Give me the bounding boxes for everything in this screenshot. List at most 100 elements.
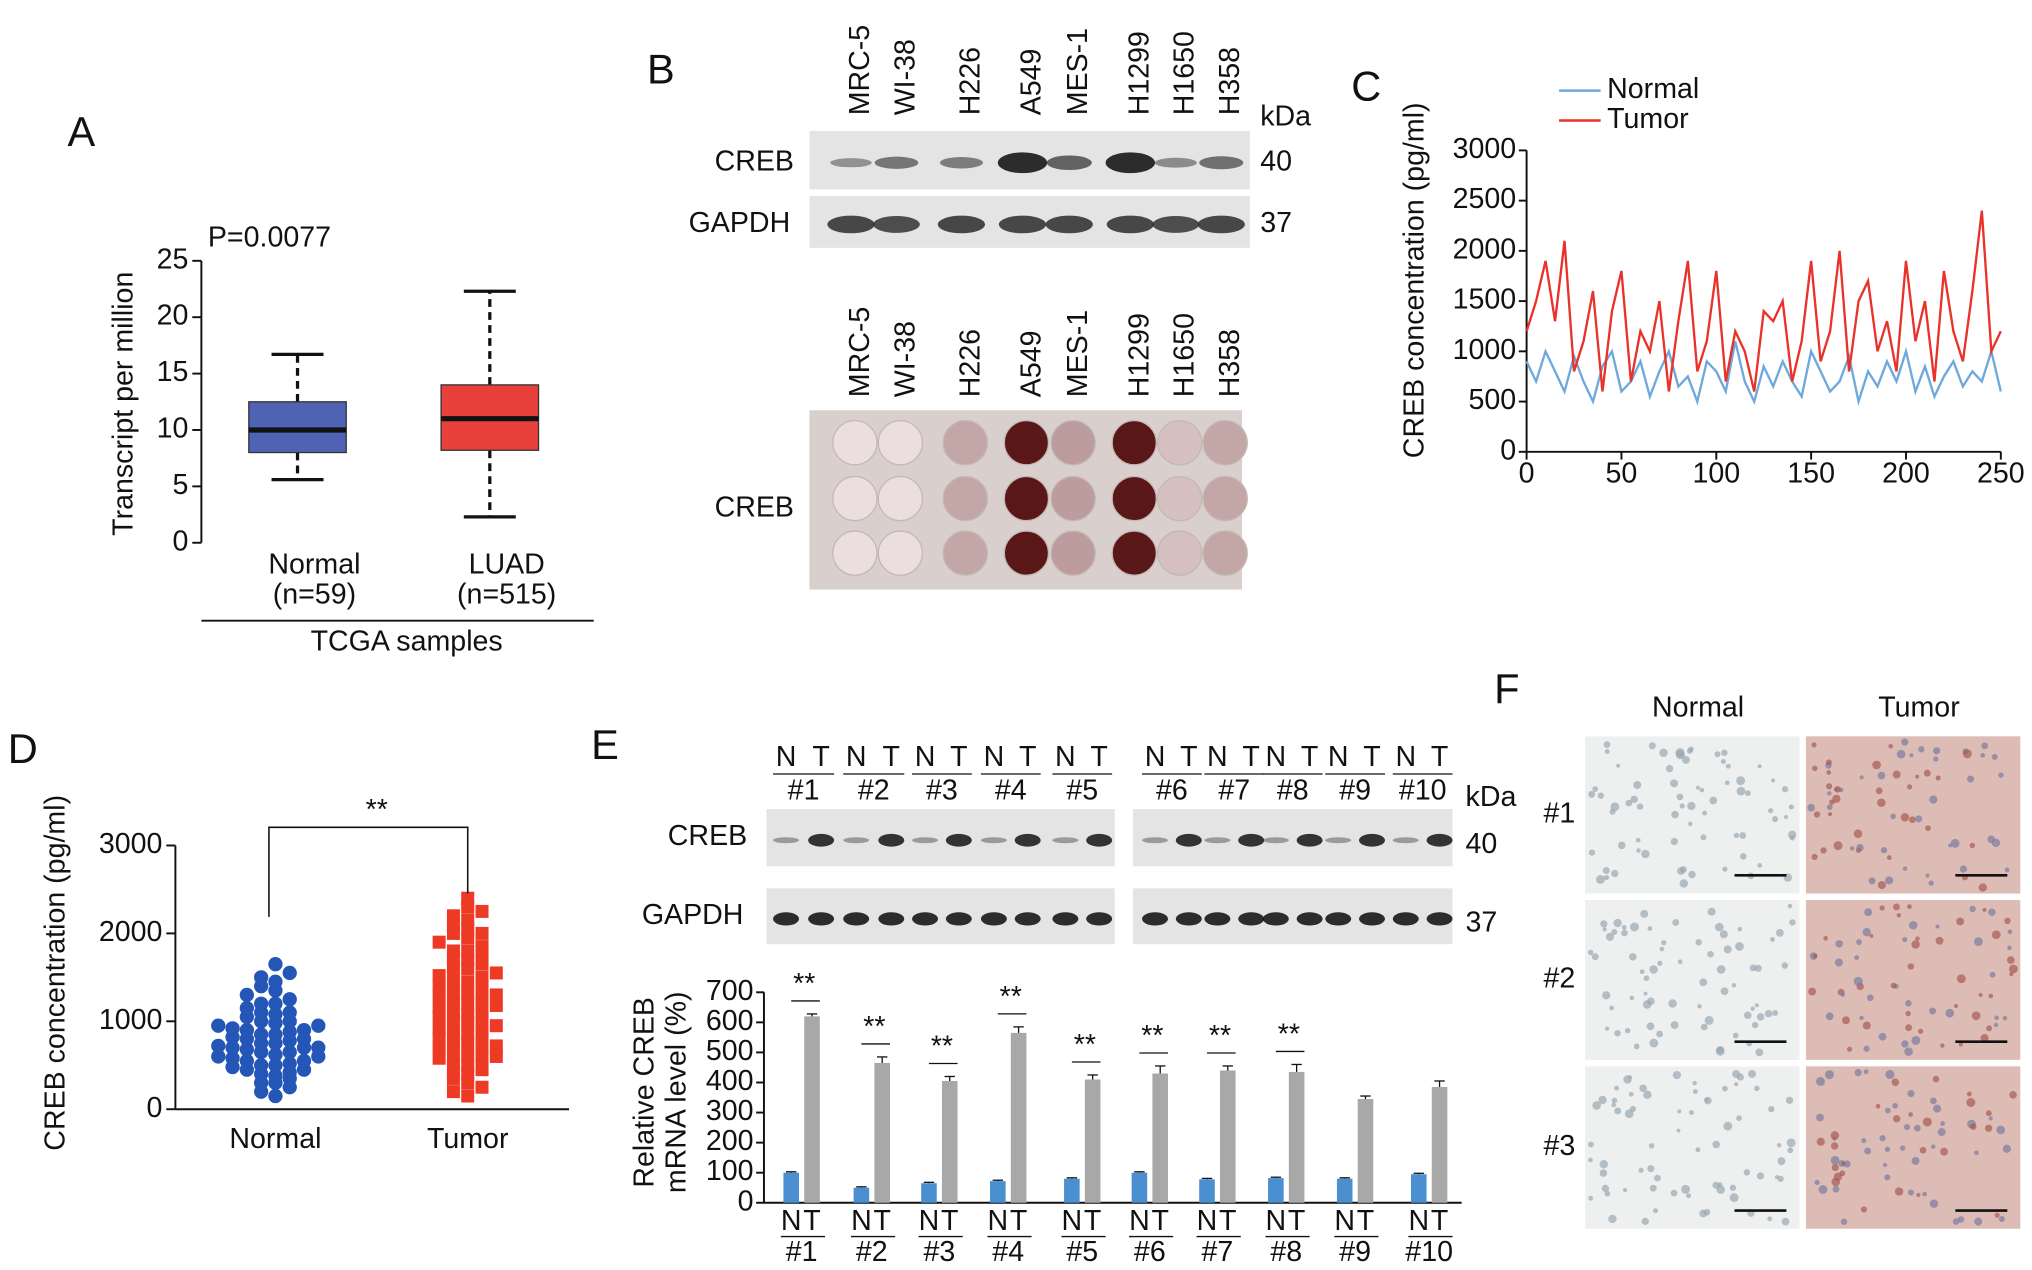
cell [1929,1199,1939,1208]
cell [1648,742,1656,750]
cell [1754,964,1762,972]
dot [268,996,283,1011]
row-label: #1 [1543,797,1575,829]
dot [446,1057,460,1071]
band [1392,912,1419,926]
cell [1601,1184,1610,1193]
band [945,833,972,847]
band [1238,912,1265,926]
dot [461,1048,475,1062]
column-label: Tumor [1878,692,1960,724]
series-label: T [1431,1205,1448,1237]
band [1296,912,1323,926]
band [1204,912,1231,926]
cell [1904,1047,1913,1056]
cell [1602,927,1607,932]
annotation: ** [1074,1029,1096,1061]
cell [1788,804,1794,810]
cell [1998,1216,2005,1222]
cell [1599,1169,1608,1177]
cell [1700,1023,1708,1031]
panel-label: C [1351,62,1381,109]
cell [1670,1189,1678,1197]
cell [1827,791,1832,796]
band [1325,837,1352,844]
series-label: N [781,1205,802,1237]
cell [1725,763,1731,769]
cell [1834,958,1843,967]
sample-label: #8 [1277,775,1309,807]
well [877,530,924,576]
series-label: T [803,1205,820,1237]
band [1296,833,1323,847]
cell [1695,785,1700,790]
cell [1733,832,1740,839]
cell [1783,815,1789,820]
lane-label: T [812,741,829,773]
cell [1639,1084,1647,1092]
cell [1640,909,1649,918]
cell [1811,742,1817,748]
panel-label: A [68,108,96,155]
cell [1908,1112,1913,1117]
cell-line-label: A549 [1015,49,1047,116]
dot [446,909,460,923]
cell [1981,742,1989,750]
cell [1757,863,1763,868]
cell [1970,1123,1977,1130]
cell [1905,1010,1911,1017]
cell [1611,1097,1618,1104]
category-label: Normal [268,549,360,581]
bar [1064,1178,1080,1203]
cell [1862,928,1871,937]
lane-label: T [1242,741,1259,773]
cell [1940,1147,1949,1156]
dot [475,1004,489,1018]
cell [1654,1174,1661,1182]
cell [1672,1070,1682,1080]
annotation: ** [1209,1020,1231,1052]
cell [1816,1077,1825,1086]
series-label: N [851,1205,872,1237]
dot [268,957,283,972]
cell [1900,813,1910,822]
cell-line-label: WI-38 [889,321,921,397]
cell [1776,1142,1782,1148]
cell [1974,1217,1983,1226]
cell [1885,876,1894,885]
cell [1884,1146,1891,1152]
annotation: ** [931,1030,953,1062]
annotation: ** [863,1011,885,1043]
cell [1722,866,1728,872]
dot [211,1018,226,1033]
cell [1649,1038,1659,1048]
category-label: Normal [229,1123,321,1155]
cell [1862,1021,1871,1030]
y-tick-label: 0 [1500,434,1516,466]
bar [1431,1087,1448,1203]
dot [225,1021,240,1036]
cell [1735,942,1744,951]
cell [1880,847,1888,854]
category-label: #3 [923,1236,955,1268]
cell [2007,945,2012,951]
cell [1707,907,1716,916]
cell [1639,969,1645,975]
cell [1675,748,1685,758]
cell [1588,849,1596,856]
well [942,530,989,576]
cell [1859,1015,1864,1021]
cell [1643,1090,1652,1100]
cell [1974,937,1983,946]
dot [432,1021,446,1035]
cell [1697,1004,1702,1009]
band [843,912,870,926]
dot [239,987,254,1003]
cell [1657,960,1663,966]
cell [1807,803,1815,812]
series-label: T [1288,1205,1305,1237]
dot [432,1001,446,1015]
cell [1861,1138,1867,1144]
cell [1991,753,1998,760]
well [1003,419,1050,466]
